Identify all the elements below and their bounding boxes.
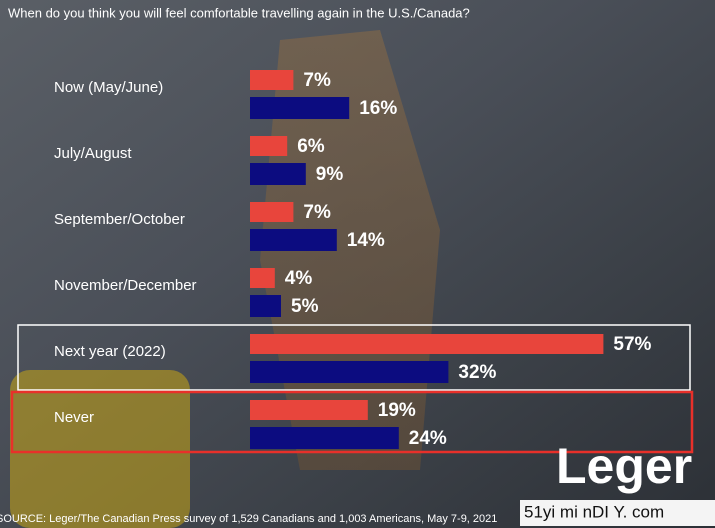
- value-label: 24%: [409, 428, 447, 449]
- value-label: 4%: [285, 268, 313, 289]
- bar: [250, 136, 288, 156]
- category-label: Never: [54, 409, 94, 426]
- bar: [250, 97, 350, 119]
- bar: [250, 334, 604, 354]
- logo: Leger: [556, 438, 692, 494]
- bar: [250, 163, 306, 185]
- value-label: 5%: [291, 296, 319, 317]
- category-label: September/October: [54, 211, 185, 228]
- chart-title: When do you think you will feel comforta…: [8, 5, 470, 20]
- highlight-box: [17, 324, 691, 391]
- category-label: Next year (2022): [54, 343, 166, 360]
- background-suitcase: [10, 370, 190, 528]
- bar: [250, 70, 294, 90]
- value-label: 6%: [297, 136, 325, 157]
- bar: [250, 202, 294, 222]
- watermark: 51yi mi nDI Y. com: [524, 502, 664, 521]
- value-label: 19%: [378, 400, 416, 421]
- highlight-box: [10, 390, 694, 454]
- bar: [250, 268, 275, 288]
- bar: [250, 295, 281, 317]
- value-label: 9%: [316, 164, 344, 185]
- value-label: 7%: [303, 70, 331, 91]
- bar: [250, 427, 399, 449]
- plot: Now (May/June) 7% 16% July/August 6% 9% Septem…: [54, 70, 652, 449]
- bar: [250, 361, 449, 383]
- category-label: Now (May/June): [54, 79, 163, 96]
- value-label: 32%: [458, 362, 496, 383]
- background-figure: [260, 30, 440, 470]
- value-label: 16%: [359, 98, 397, 119]
- value-label: 14%: [347, 230, 385, 251]
- category-label: July/August: [54, 145, 132, 162]
- category-label: November/December: [54, 277, 197, 294]
- value-label: 7%: [303, 202, 331, 223]
- bar: [250, 229, 337, 251]
- bar: [250, 400, 368, 420]
- value-label: 57%: [613, 334, 651, 355]
- watermark-bg: [520, 500, 715, 526]
- source: SOURCE: Leger/The Canadian Press survey …: [0, 513, 497, 525]
